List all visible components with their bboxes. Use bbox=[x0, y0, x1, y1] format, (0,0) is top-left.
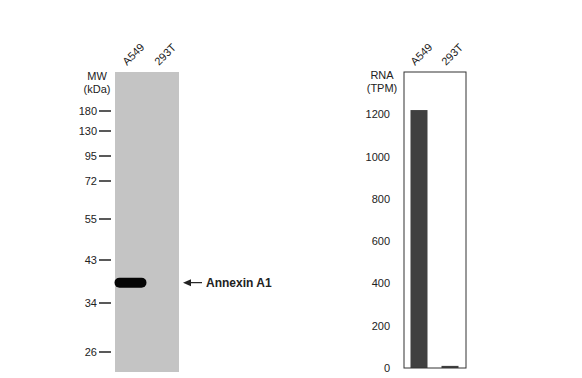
mw-label: MW(kDa) bbox=[84, 70, 111, 95]
marker-tick bbox=[99, 302, 111, 304]
band-label: Annexin A1 bbox=[206, 276, 272, 290]
marker-label: 34 bbox=[85, 297, 97, 309]
plot-frame bbox=[404, 72, 466, 368]
x-tick-label: A549 bbox=[408, 41, 435, 68]
y-tick-label: 800 bbox=[372, 193, 390, 205]
y-tick-label: 0 bbox=[384, 362, 390, 374]
band bbox=[115, 278, 147, 288]
marker-tick bbox=[99, 110, 111, 112]
marker-label: 95 bbox=[85, 150, 97, 162]
marker-label: 55 bbox=[85, 213, 97, 225]
lane-label: 293T bbox=[152, 41, 178, 67]
bar bbox=[411, 110, 428, 368]
marker-tick bbox=[99, 218, 111, 220]
y-axis-title: RNA(TPM) bbox=[367, 69, 398, 94]
x-tick-label: 293T bbox=[439, 41, 465, 67]
y-tick-label: 1200 bbox=[366, 108, 390, 120]
y-tick-label: 200 bbox=[372, 320, 390, 332]
y-tick-label: 400 bbox=[372, 277, 390, 289]
marker-label: 26 bbox=[85, 346, 97, 358]
marker-label: 72 bbox=[85, 175, 97, 187]
marker-tick bbox=[99, 180, 111, 182]
marker-label: 180 bbox=[79, 105, 97, 117]
marker-tick bbox=[99, 130, 111, 132]
marker-tick bbox=[99, 259, 111, 261]
gel bbox=[115, 72, 179, 372]
y-tick-label: 1000 bbox=[366, 151, 390, 163]
marker-label: 130 bbox=[79, 125, 97, 137]
band-arrowhead bbox=[183, 279, 191, 286]
marker-tick bbox=[99, 155, 111, 157]
lane-label: A549 bbox=[120, 41, 147, 68]
marker-label: 43 bbox=[85, 254, 97, 266]
y-tick-label: 600 bbox=[372, 235, 390, 247]
bars bbox=[411, 110, 459, 368]
figure: MW(kDa)180130957255433426A549293TAnnexin… bbox=[0, 0, 582, 378]
marker-tick bbox=[99, 351, 111, 353]
